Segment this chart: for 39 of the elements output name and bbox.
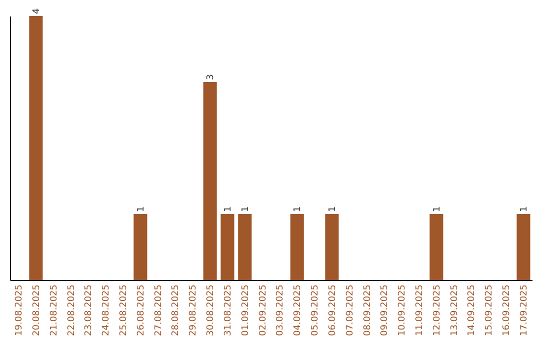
x-tick-label: 01.09.2025: [240, 284, 251, 336]
x-tick-label: 24.08.2025: [102, 284, 112, 336]
x-tick-label: 10.09.2025: [398, 284, 408, 336]
x-tick-label: 14.09.2025: [467, 284, 478, 336]
x-tick-label: 03.09.2025: [276, 284, 286, 336]
x-tick-label: 17.09.2025: [519, 284, 530, 336]
x-tick-label: 22.08.2025: [66, 284, 77, 336]
x-tick-label: 02.09.2025: [258, 284, 268, 336]
x-tick-label: 29.08.2025: [188, 284, 199, 336]
data-label: 1: [240, 206, 251, 212]
data-label: 1: [293, 206, 304, 212]
x-tick-label: 23.08.2025: [84, 284, 94, 336]
data-label: 3: [206, 74, 216, 80]
x-tick-label: 11.09.2025: [415, 284, 425, 336]
x-tick-label: 26.08.2025: [136, 284, 146, 336]
x-tick-label: 12.09.2025: [432, 284, 442, 336]
x-tick-label: 19.08.2025: [14, 284, 25, 336]
x-tick-label: 30.08.2025: [206, 284, 216, 336]
x-tick-label: 08.09.2025: [362, 284, 373, 336]
data-label: 1: [328, 206, 338, 212]
x-tick-label: 15.09.2025: [484, 284, 495, 336]
data-label: 1: [223, 206, 234, 212]
x-tick-label: 21.08.2025: [49, 284, 60, 336]
x-tick-label: 16.09.2025: [502, 284, 512, 336]
x-tick-label: 06.09.2025: [328, 284, 338, 336]
x-tick-label: 09.09.2025: [380, 284, 390, 336]
x-tick-label: 04.09.2025: [293, 284, 304, 336]
x-tick-label: 28.08.2025: [171, 284, 182, 336]
x-tick-label: 31.08.2025: [223, 284, 234, 336]
data-label: 4: [32, 8, 42, 14]
x-tick-label: 25.08.2025: [119, 284, 129, 336]
x-tick-label: 13.09.2025: [450, 284, 460, 336]
x-tick-label: 07.09.2025: [345, 284, 356, 336]
data-label: 1: [432, 206, 442, 212]
x-tick-label: 05.09.2025: [310, 284, 321, 336]
data-label: 1: [136, 206, 146, 212]
x-tick-label: 27.08.2025: [154, 284, 164, 336]
data-label: 1: [519, 206, 530, 212]
x-tick-label: 20.08.2025: [32, 284, 42, 336]
